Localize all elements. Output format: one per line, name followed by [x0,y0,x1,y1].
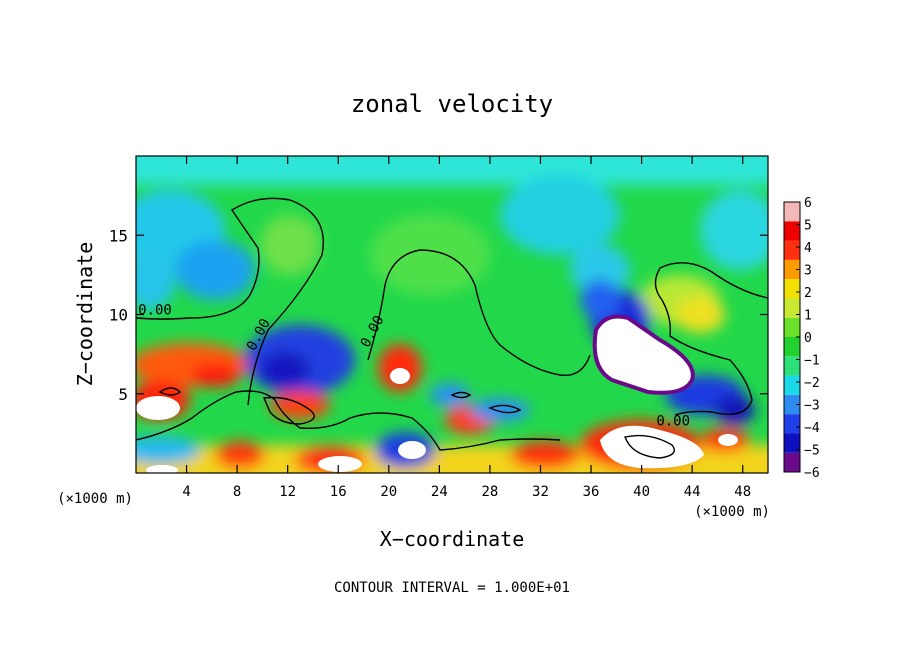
x-tick-label: 12 [279,484,296,500]
contour-label: 0.00 [656,413,690,429]
colorbar: 6 5 4 3 2 1 0 −1 −2 −3 −4 −5 −6 [783,196,820,481]
colorbar-swatch [784,356,800,376]
colorbar-swatch [784,452,800,472]
colorbar-tick-label: 3 [804,264,812,279]
colorbar-swatch [784,394,800,415]
colorbar-swatch [784,317,800,337]
x-tick-label: 28 [481,484,498,500]
contour-label: 0.00 [138,303,172,319]
colorbar-tick-label: 6 [804,196,812,211]
x-axis-label: X−coordinate [380,527,525,551]
colorbar-swatch [784,240,800,260]
colorbar-swatch [784,375,800,395]
colorbar-tick-label: 4 [804,241,812,256]
colorbar-tick-label: 2 [804,286,812,301]
x-tick-label: 48 [734,484,751,500]
colorbar-tick-label: −3 [804,399,820,414]
x-tick-label: 24 [431,484,448,500]
x-tick-label: 20 [380,484,397,500]
colorbar-swatch [784,433,800,453]
colorbar-swatch [784,202,800,222]
colorbar-swatch [784,279,800,299]
y-axis-label: Z−coordinate [73,242,97,387]
chart-title: zonal velocity [351,90,553,118]
x-unit-left: (×1000 m) [57,491,133,507]
x-unit-right: (×1000 m) [694,504,770,520]
colorbar-tick-label: −6 [804,466,820,481]
colorbar-tick-label: 1 [804,309,812,324]
x-tick-label: 16 [330,484,347,500]
y-tick-label: 5 [118,385,128,404]
colorbar-swatch [784,298,800,318]
colorbar-tick-label: 0 [804,331,812,346]
x-tick-label: 44 [684,484,701,500]
contour-interval-footer: CONTOUR INTERVAL = 1.000E+01 [334,580,570,596]
colorbar-swatch [784,221,800,241]
colorbar-swatch [784,414,800,434]
heatmap-field [136,156,768,473]
x-tick-label: 4 [182,484,190,500]
colorbar-tick-label: 5 [804,219,812,234]
colorbar-tick-label: −5 [804,444,820,459]
y-tick-label: 10 [109,306,128,325]
colorbar-tick-label: −1 [804,354,820,369]
colorbar-tick-label: −4 [804,421,820,436]
colorbar-tick-label: −2 [804,376,820,391]
colorbar-swatch [784,337,800,357]
x-tick-label: 32 [532,484,549,500]
x-tick-label: 8 [233,484,241,500]
x-tick-label: 36 [583,484,600,500]
y-tick-label: 15 [109,226,128,245]
x-tick-label: 40 [633,484,650,500]
colorbar-swatch [784,259,800,280]
